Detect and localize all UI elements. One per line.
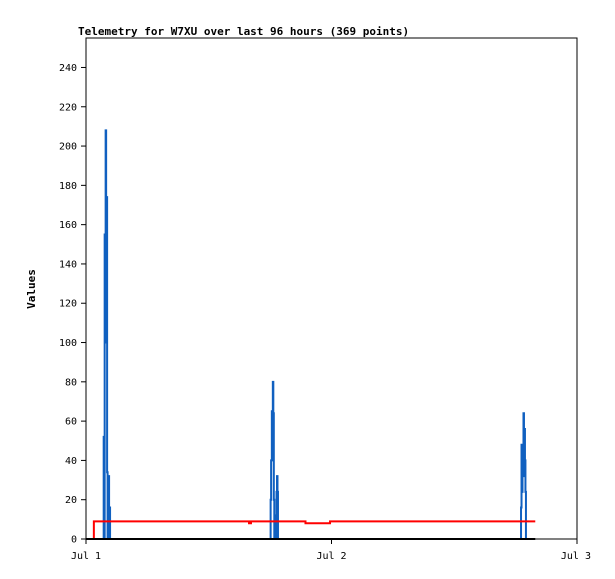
y-tick-label: 140 xyxy=(59,259,77,270)
chart-title: Telemetry for W7XU over last 96 hours (3… xyxy=(78,25,409,38)
series-group xyxy=(86,129,536,540)
y-tick-label: 80 xyxy=(65,377,77,388)
y-tick-label: 60 xyxy=(65,417,77,428)
y-axis: 0 20 40 60 80 100 120 140 160 180 200 220 240 xyxy=(59,63,86,546)
y-tick-label: 220 xyxy=(59,102,77,113)
y-tick-label: 120 xyxy=(59,299,77,310)
y-tick-label: 180 xyxy=(59,181,77,192)
y-tick-label: 40 xyxy=(65,456,77,467)
y-tick-label: 20 xyxy=(65,495,77,506)
y-axis-label: Values xyxy=(25,269,38,309)
x-axis: Jul 1 Jul 2 Jul 3 xyxy=(71,539,591,562)
y-tick-label: 160 xyxy=(59,220,77,231)
plot-area xyxy=(85,37,578,540)
y-tick-label: 200 xyxy=(59,142,77,153)
x-tick-label: Jul 1 xyxy=(71,551,101,562)
y-tick-label: 0 xyxy=(71,535,77,546)
x-tick-label: Jul 3 xyxy=(561,551,591,562)
y-tick-label: 240 xyxy=(59,63,77,74)
x-tick-label: Jul 2 xyxy=(316,551,346,562)
series-line-0 xyxy=(86,129,527,540)
series-line-1 xyxy=(92,520,536,540)
y-tick-label: 100 xyxy=(59,338,77,349)
